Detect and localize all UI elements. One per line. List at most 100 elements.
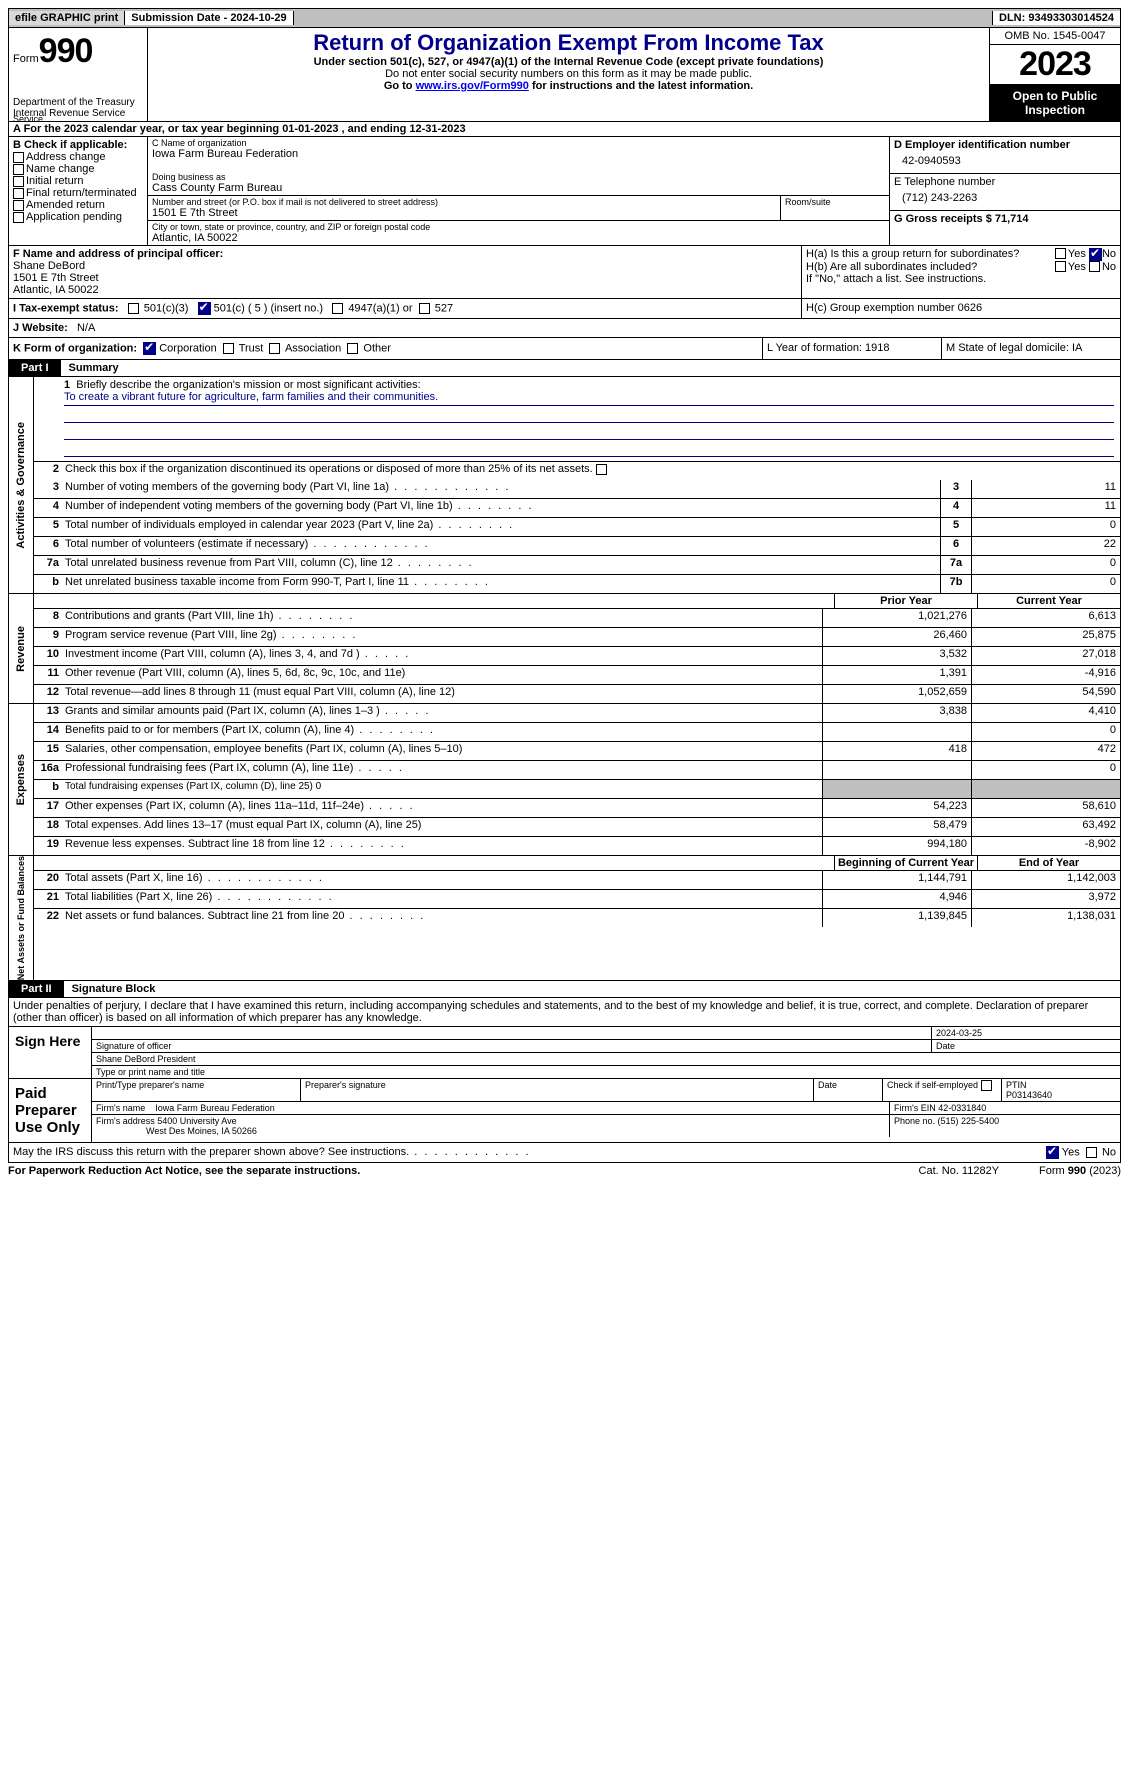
cb-final-return[interactable] bbox=[13, 188, 24, 199]
cb-self-employed[interactable] bbox=[981, 1080, 992, 1091]
line17: Other expenses (Part IX, column (A), lin… bbox=[63, 799, 822, 817]
cb-app-pending[interactable] bbox=[13, 212, 24, 223]
cb-address-change[interactable] bbox=[13, 152, 24, 163]
line18: Total expenses. Add lines 13–17 (must eq… bbox=[63, 818, 822, 836]
hb-note: If "No," attach a list. See instructions… bbox=[806, 273, 1116, 285]
ptin-lbl: PTIN bbox=[1006, 1080, 1116, 1090]
b-label: B Check if applicable: bbox=[13, 139, 143, 151]
ha-yes[interactable] bbox=[1055, 248, 1066, 259]
part-2-num: Part II bbox=[9, 981, 64, 997]
i-o3: 4947(a)(1) or bbox=[348, 302, 412, 314]
side-exp: Expenses bbox=[15, 754, 27, 805]
discuss-yes-checked[interactable] bbox=[1046, 1146, 1059, 1159]
paid-preparer-label: Paid Preparer Use Only bbox=[9, 1079, 92, 1142]
ps-lbl: Preparer's signature bbox=[301, 1079, 814, 1101]
p12: 1,052,659 bbox=[822, 685, 971, 703]
cat-no: Cat. No. 11282Y bbox=[919, 1165, 1000, 1177]
line13: Grants and similar amounts paid (Part IX… bbox=[63, 704, 822, 722]
line5: Total number of individuals employed in … bbox=[63, 518, 940, 536]
j-label: J Website: bbox=[13, 322, 68, 334]
dba-name: Cass County Farm Bureau bbox=[152, 182, 885, 194]
officer-name: Shane DeBord bbox=[13, 260, 797, 272]
side-rev: Revenue bbox=[15, 626, 27, 672]
officer-addr1: 1501 E 7th Street bbox=[13, 272, 797, 284]
k-o2: Trust bbox=[239, 342, 264, 354]
line1-label: Briefly describe the organization's miss… bbox=[76, 379, 420, 391]
paid-preparer-block: Paid Preparer Use Only Print/Type prepar… bbox=[8, 1079, 1121, 1143]
c14: 0 bbox=[971, 723, 1120, 741]
line4: Number of independent voting members of … bbox=[63, 499, 940, 517]
line20: Total assets (Part X, line 16) bbox=[63, 871, 822, 889]
k-o3: Association bbox=[285, 342, 341, 354]
mission-blank-1 bbox=[64, 408, 1114, 423]
cb-initial-return[interactable] bbox=[13, 176, 24, 187]
line6: Total number of volunteers (estimate if … bbox=[63, 537, 940, 555]
p8: 1,021,276 bbox=[822, 609, 971, 627]
street-address: 1501 E 7th Street bbox=[152, 207, 776, 219]
sig-date-val: 2024-03-25 bbox=[932, 1027, 1120, 1039]
city-state-zip: Atlantic, IA 50022 bbox=[152, 232, 885, 244]
section-fh: F Name and address of principal officer:… bbox=[8, 246, 1121, 299]
hb-label: H(b) Are all subordinates included? bbox=[806, 261, 1055, 273]
p18: 58,479 bbox=[822, 818, 971, 836]
firm-addr-val: 5400 University Ave bbox=[157, 1116, 236, 1126]
k-other[interactable] bbox=[347, 343, 358, 354]
efile-print-btn[interactable]: efile GRAPHIC print bbox=[9, 11, 125, 25]
paperwork-notice: For Paperwork Reduction Act Notice, see … bbox=[8, 1165, 360, 1177]
line3: Number of voting members of the governin… bbox=[63, 480, 940, 498]
i-501c3[interactable] bbox=[128, 303, 139, 314]
irs-link[interactable]: www.irs.gov/Form990 bbox=[416, 80, 529, 92]
b20: 1,144,791 bbox=[822, 871, 971, 889]
v4: 11 bbox=[971, 499, 1120, 517]
line14: Benefits paid to or for members (Part IX… bbox=[63, 723, 822, 741]
discuss-no-lbl: No bbox=[1102, 1147, 1116, 1159]
tax-year: 2023 bbox=[990, 45, 1120, 85]
firm-name-lbl: Firm's name bbox=[96, 1103, 145, 1113]
p16a bbox=[822, 761, 971, 779]
k-o1: Corporation bbox=[159, 342, 216, 354]
ha-no-checked[interactable] bbox=[1089, 248, 1102, 261]
i-o4: 527 bbox=[435, 302, 453, 314]
activities-governance: Activities & Governance 1 Briefly descri… bbox=[8, 377, 1121, 594]
firm-addr-lbl: Firm's address bbox=[96, 1116, 155, 1126]
k-assoc[interactable] bbox=[269, 343, 280, 354]
c11: -4,916 bbox=[971, 666, 1120, 684]
firm-ein: Firm's EIN 42-0331840 bbox=[890, 1102, 1120, 1114]
form-header: Form990 Department of the Treasury Inter… bbox=[8, 28, 1121, 122]
p14 bbox=[822, 723, 971, 741]
cb-amended[interactable] bbox=[13, 200, 24, 211]
l-year-formation: L Year of formation: 1918 bbox=[762, 338, 941, 359]
b-opt-4: Amended return bbox=[26, 199, 105, 211]
line19: Revenue less expenses. Subtract line 18 … bbox=[63, 837, 822, 855]
ppn-lbl: Print/Type preparer's name bbox=[92, 1079, 301, 1101]
hb-yes[interactable] bbox=[1055, 261, 1066, 272]
i-527[interactable] bbox=[419, 303, 430, 314]
line2-cb[interactable] bbox=[596, 464, 607, 475]
i-4947[interactable] bbox=[332, 303, 343, 314]
c12: 54,590 bbox=[971, 685, 1120, 703]
v7b: 0 bbox=[971, 575, 1120, 593]
tel-value: (712) 243-2263 bbox=[894, 188, 1116, 208]
k-corp-checked[interactable] bbox=[143, 342, 156, 355]
discuss-no[interactable] bbox=[1086, 1147, 1097, 1158]
k-trust[interactable] bbox=[223, 343, 234, 354]
chk-self-emp: Check if self-employed bbox=[887, 1080, 978, 1090]
officer-addr2: Atlantic, IA 50022 bbox=[13, 284, 797, 296]
i-501c-checked[interactable] bbox=[198, 302, 211, 315]
b21: 4,946 bbox=[822, 890, 971, 908]
gross-receipts: G Gross receipts $ 71,714 bbox=[894, 213, 1116, 225]
hb-no[interactable] bbox=[1089, 261, 1100, 272]
type-print-lbl: Type or print name and title bbox=[92, 1066, 1120, 1078]
c10: 27,018 bbox=[971, 647, 1120, 665]
col-d: D Employer identification number 42-0940… bbox=[889, 137, 1120, 245]
c18: 63,492 bbox=[971, 818, 1120, 836]
addr-label: Number and street (or P.O. box if mail i… bbox=[152, 197, 776, 207]
sign-here-block: Sign Here 2024-03-25 Signature of office… bbox=[8, 1027, 1121, 1079]
i-o2: 501(c) ( 5 ) (insert no.) bbox=[214, 302, 323, 314]
cb-name-change[interactable] bbox=[13, 164, 24, 175]
c13: 4,410 bbox=[971, 704, 1120, 722]
v6: 22 bbox=[971, 537, 1120, 555]
line15: Salaries, other compensation, employee b… bbox=[63, 742, 822, 760]
officer-name-title: Shane DeBord President bbox=[92, 1053, 1120, 1065]
line7b: Net unrelated business taxable income fr… bbox=[63, 575, 940, 593]
